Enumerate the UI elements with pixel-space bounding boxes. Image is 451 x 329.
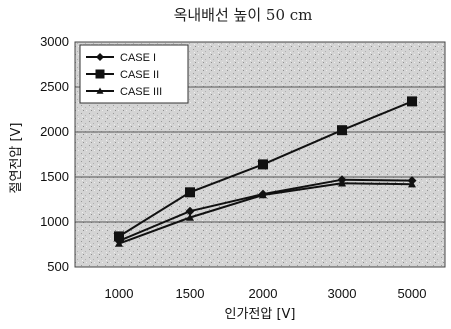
data-point-triangle (338, 179, 346, 187)
data-point-triangle (186, 213, 194, 221)
series-markers (114, 96, 417, 247)
data-point-triangle (115, 239, 123, 247)
data-point-square (95, 69, 105, 79)
gridlines (75, 86, 445, 223)
x-tick-label: 3000 (328, 286, 357, 301)
y-tick-labels: 500 1000 1500 2000 2500 3000 (40, 34, 69, 274)
x-tick-label: 2000 (249, 286, 278, 301)
x-axis-label: 인가전압 [V] (224, 307, 295, 322)
x-tick-label: 5000 (398, 286, 427, 301)
data-point-square (337, 125, 347, 136)
legend-label: CASE II (120, 69, 159, 81)
y-tick-label: 500 (47, 259, 69, 274)
y-axis-label: 절연전압 [V] (9, 122, 24, 193)
y-tick-label: 1000 (40, 214, 69, 229)
chart-title: 옥내배선 높이 50 cm (174, 6, 313, 24)
y-tick-label: 1500 (40, 169, 69, 184)
data-point-square (114, 231, 124, 242)
legend-label: CASE I (120, 52, 156, 64)
data-point-triangle (408, 180, 416, 188)
data-point-triangle (259, 191, 267, 199)
legend-label: CASE III (120, 86, 162, 98)
data-point-square (407, 96, 417, 107)
data-point-triangle (96, 87, 104, 94)
y-tick-label: 2500 (40, 79, 69, 94)
x-tick-label: 1500 (176, 286, 205, 301)
data-point-diamond (96, 53, 104, 61)
x-tick-label: 1000 (105, 286, 134, 301)
data-point-diamond (185, 206, 195, 216)
data-point-square (185, 187, 195, 198)
data-point-square (258, 159, 268, 170)
legend: CASE I CASE II CASE III (79, 44, 189, 104)
y-tick-label: 3000 (40, 34, 69, 49)
x-tick-labels: 1000 1500 2000 3000 5000 (105, 286, 427, 301)
y-tick-label: 2000 (40, 124, 69, 139)
